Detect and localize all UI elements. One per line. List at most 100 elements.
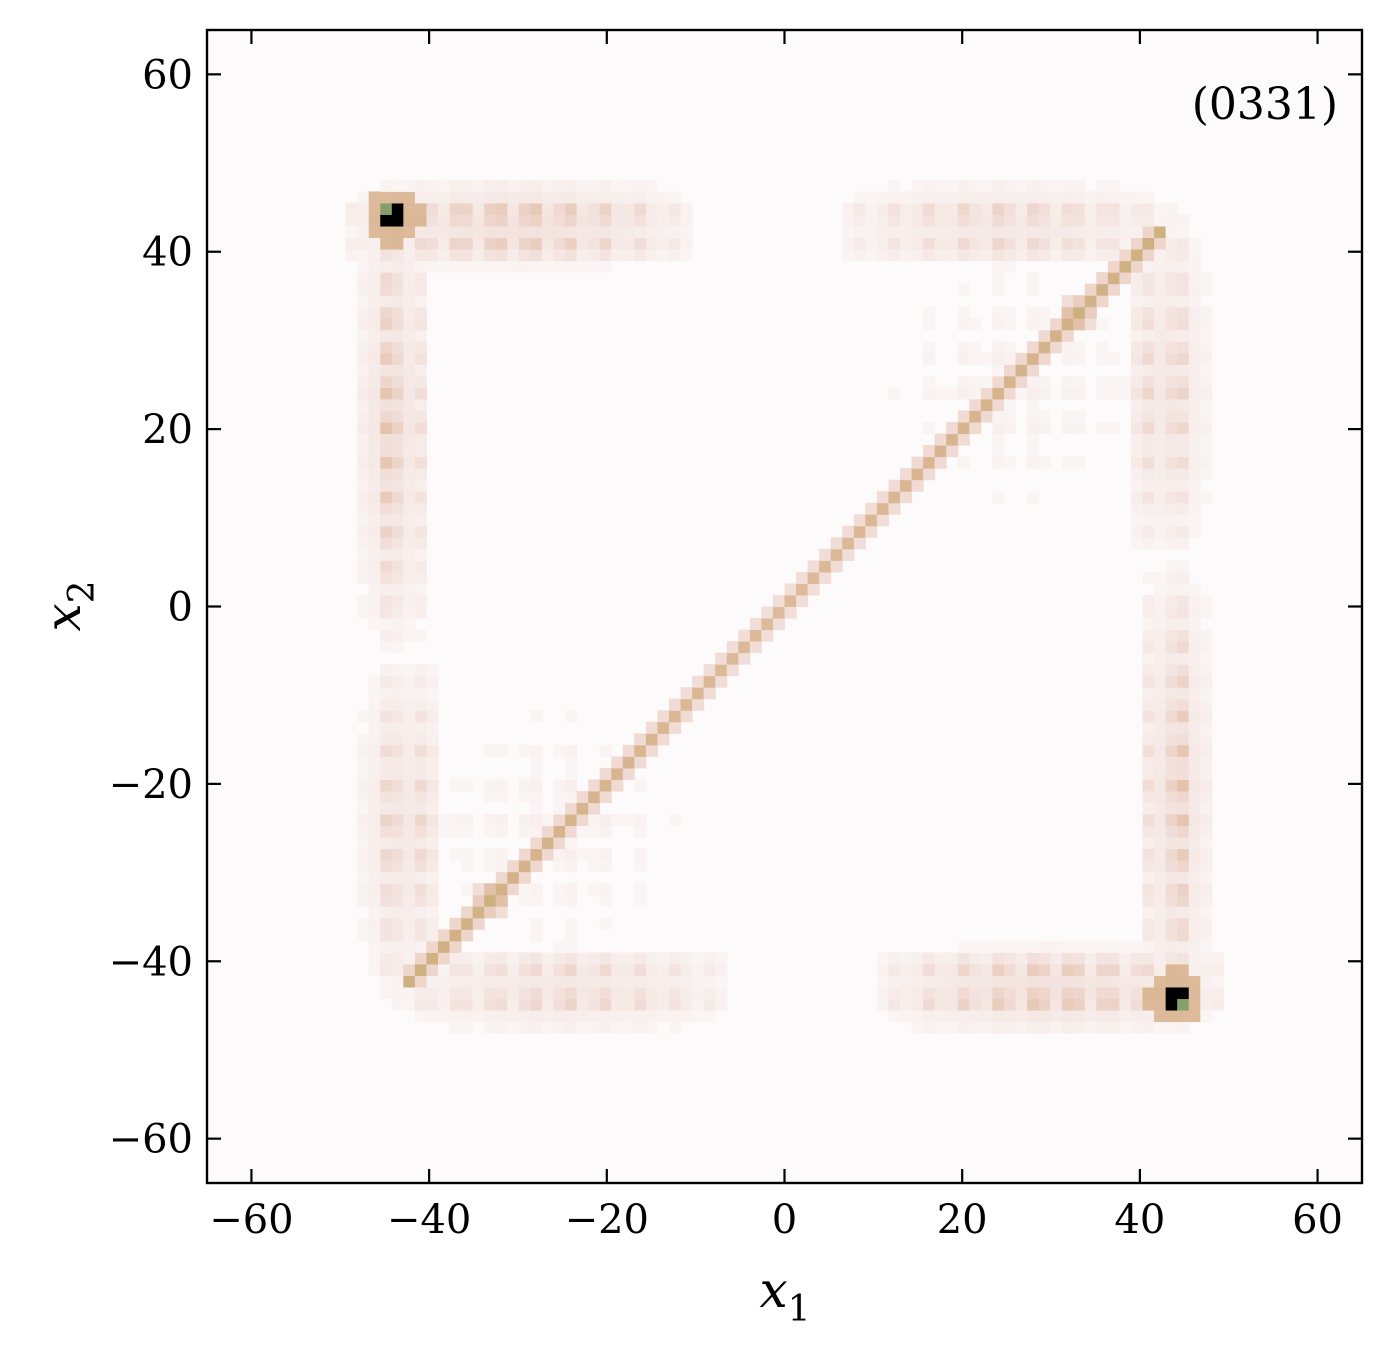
heatmap-cell	[669, 963, 682, 976]
heatmap-cell	[611, 998, 624, 1011]
heatmap-cell	[599, 179, 612, 192]
heatmap-cell	[980, 179, 993, 192]
heatmap-cell	[900, 491, 913, 504]
heatmap-cell	[599, 952, 612, 965]
heatmap-cell	[1027, 191, 1040, 204]
heatmap-cell	[1073, 191, 1086, 204]
heatmap-cell	[1131, 998, 1144, 1011]
heatmap-cell	[449, 917, 462, 930]
heatmap-cell	[611, 1010, 624, 1023]
heatmap-cell	[599, 260, 612, 273]
heatmap-cell	[1027, 975, 1040, 988]
heatmap-cell	[403, 479, 416, 492]
heatmap-cell	[934, 986, 947, 1000]
heatmap-cell	[1154, 295, 1167, 308]
heatmap-cell	[1142, 329, 1155, 342]
heatmap-cell	[992, 375, 1005, 388]
heatmap-cell	[391, 468, 404, 481]
heatmap-cell	[1107, 1021, 1120, 1034]
heatmap-cell	[565, 790, 578, 804]
heatmap-cell	[1200, 641, 1213, 654]
heatmap-cell	[946, 975, 959, 988]
heatmap-cell	[599, 790, 612, 804]
heatmap-cell	[507, 883, 520, 896]
heatmap-cell	[611, 226, 624, 239]
heatmap-cell	[380, 687, 393, 700]
heatmap-cell	[426, 952, 439, 965]
heatmap-cell	[461, 929, 474, 942]
heatmap-cell	[1096, 422, 1109, 435]
heatmap-cell	[1154, 606, 1167, 619]
heatmap-cell	[980, 191, 993, 204]
heatmap-cell	[992, 214, 1005, 227]
heatmap-cell	[1119, 1021, 1132, 1034]
heatmap-cell	[1154, 814, 1167, 827]
heatmap-cell	[1003, 260, 1016, 273]
heatmap-cell	[1131, 249, 1144, 262]
heatmap-cell	[1200, 733, 1213, 746]
heatmap-cell	[518, 814, 531, 827]
heatmap-cell	[414, 929, 427, 942]
heatmap-cell	[403, 491, 416, 504]
x-axis-label-sub: 1	[788, 1289, 811, 1330]
heatmap-cell	[518, 249, 531, 262]
heatmap-cell	[1107, 214, 1120, 227]
heatmap-cell	[1177, 364, 1190, 377]
heatmap-cell	[368, 445, 381, 458]
heatmap-cell	[472, 1010, 485, 1023]
heatmap-cell	[368, 618, 381, 631]
heatmap-cell	[645, 733, 658, 746]
heatmap-cell	[934, 214, 947, 227]
heatmap-cell	[380, 675, 393, 688]
heatmap-cell	[541, 179, 554, 192]
heatmap-cell	[1131, 318, 1144, 331]
heatmap-cell	[1165, 341, 1178, 354]
heatmap-cell	[1188, 341, 1201, 354]
heatmap-cell	[1154, 571, 1167, 584]
heatmap-cell	[380, 629, 393, 642]
heatmap-cell	[622, 756, 635, 769]
heatmap-cell	[449, 963, 462, 976]
heatmap-cell	[391, 825, 404, 838]
heatmap-cell	[900, 468, 913, 481]
heatmap-cell	[1038, 214, 1051, 227]
heatmap-cell	[1003, 952, 1016, 965]
heatmap-cell	[357, 571, 370, 584]
heatmap-cell	[1038, 998, 1051, 1011]
heatmap-cell	[565, 975, 578, 988]
heatmap-cell	[530, 767, 543, 780]
heatmap-cell	[923, 202, 936, 215]
heatmap-cell	[599, 883, 612, 896]
heatmap-cell	[876, 502, 889, 515]
heatmap-cell	[1188, 767, 1201, 780]
heatmap-cell	[1165, 410, 1178, 423]
heatmap-cell	[1165, 445, 1178, 458]
heatmap-cell	[622, 214, 635, 227]
heatmap-cell	[1027, 272, 1040, 285]
heatmap-cell	[1177, 940, 1190, 953]
heatmap-cell	[1200, 364, 1213, 377]
heatmap-cell	[1003, 352, 1016, 365]
heatmap-cell	[461, 179, 474, 192]
heatmap-cell	[357, 260, 370, 273]
heatmap-cell	[680, 237, 693, 250]
heatmap-cell	[403, 387, 416, 400]
heatmap-cell	[1165, 1010, 1178, 1023]
heatmap-cell	[1119, 998, 1132, 1011]
heatmap-cell	[484, 883, 497, 896]
heatmap-cell	[1096, 940, 1109, 953]
heatmap-cell	[588, 226, 601, 239]
heatmap-cell	[380, 548, 393, 561]
heatmap-cell	[1165, 272, 1178, 285]
heatmap-cell	[622, 179, 635, 192]
heatmap-cell	[1061, 375, 1074, 388]
heatmap-cell	[1073, 179, 1086, 192]
heatmap-cell	[1200, 929, 1213, 942]
heatmap-cell	[1165, 652, 1178, 665]
heatmap-cell	[1131, 214, 1144, 227]
heatmap-cell	[1050, 214, 1063, 227]
heatmap-cell	[1096, 179, 1109, 192]
heatmap-cell	[1142, 975, 1155, 988]
heatmap-cell	[876, 214, 889, 227]
heatmap-cell	[599, 814, 612, 827]
